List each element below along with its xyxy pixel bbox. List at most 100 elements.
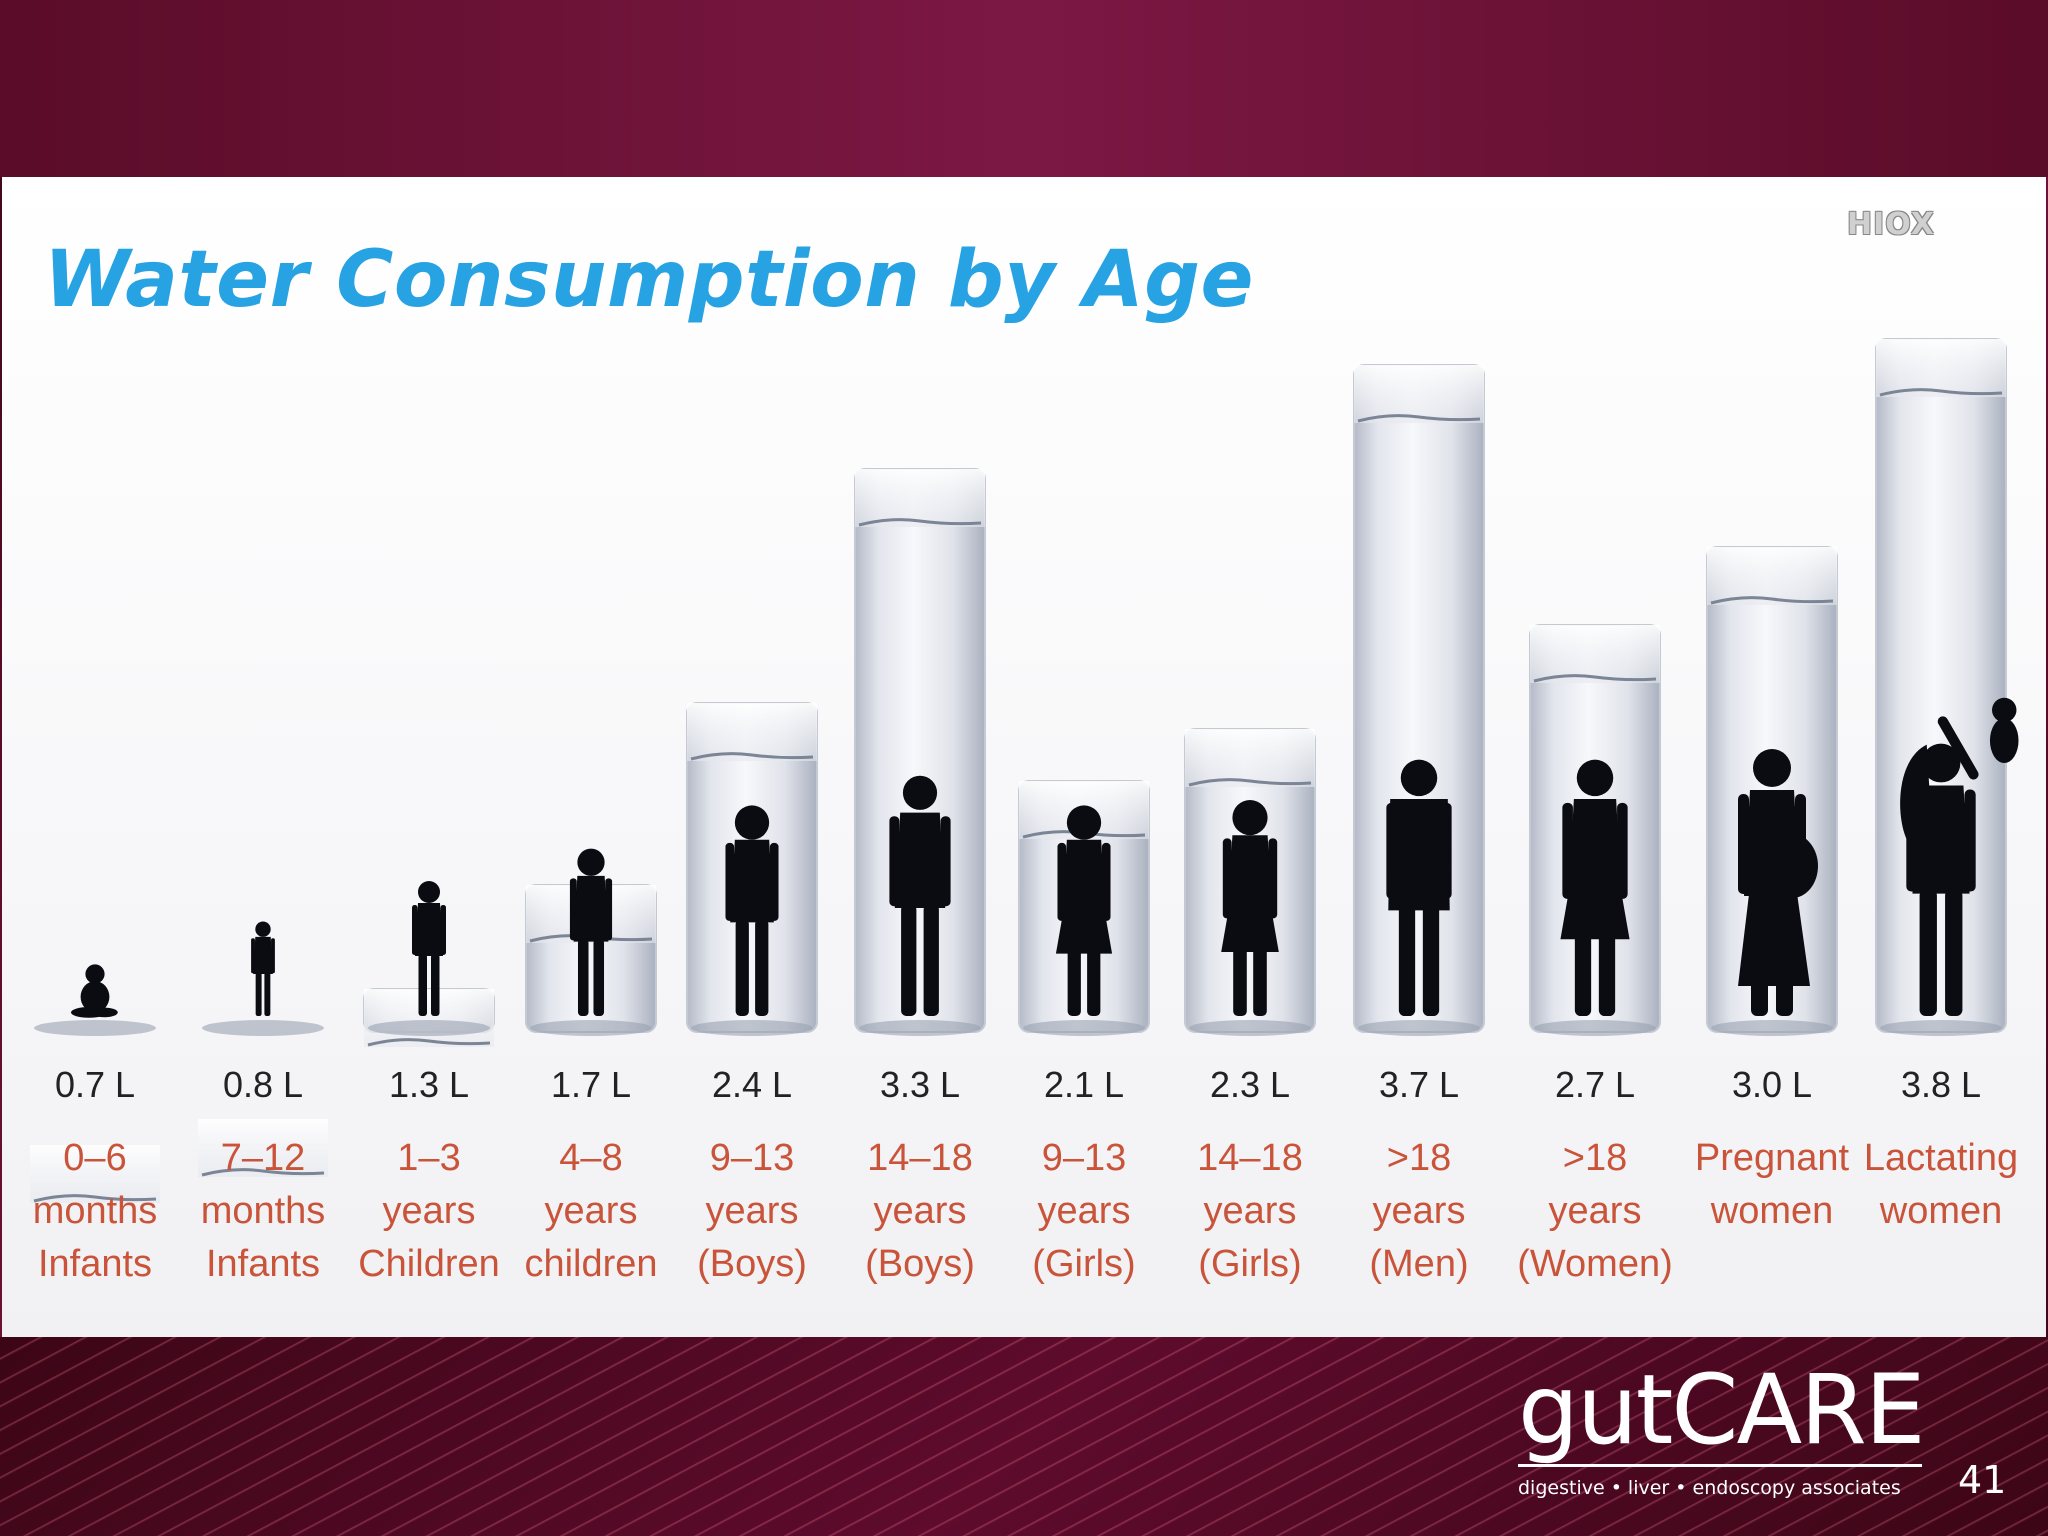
glass-bar [1529,624,1661,1036]
water-surface [201,1168,325,1177]
glass-base [1358,1020,1480,1036]
category-label: (Men) [1369,1243,1468,1285]
footer-band [0,1337,2048,1536]
category-label: 0–6 [63,1137,126,1179]
category-label: 1–3 [397,1137,460,1179]
glass-body [1353,364,1485,1033]
glass-bar [198,921,328,1177]
girl-icon [1055,805,1113,1016]
value-label: 3.3 L [880,1064,960,1105]
category-label: 4–8 [559,1137,622,1179]
category-label: (Women) [1517,1243,1673,1285]
value-label: 2.4 L [712,1064,792,1105]
category-label: years [383,1190,476,1232]
category-label: Infants [38,1243,152,1285]
category-label: Lactating [1864,1137,2018,1179]
teen-girl-icon [1221,800,1279,1016]
glass-rim [1530,625,1660,683]
glass-bar [363,881,495,1047]
glass-base [1711,1020,1833,1036]
glass-rim [1707,547,1837,605]
seated-baby-icon [71,964,118,1018]
value-label: 2.1 L [1044,1064,1124,1105]
category-label: 14–18 [867,1137,973,1179]
category-label: years [1549,1190,1642,1232]
category-label: 9–13 [710,1137,795,1179]
man-icon [1386,759,1452,1016]
category-label: (Boys) [865,1243,975,1285]
page-number: 41 [1958,1458,2007,1502]
glass-bar [1706,546,1838,1036]
glass-rim [1354,365,1484,423]
value-label: 3.0 L [1732,1064,1812,1105]
glass-bar [1353,364,1485,1036]
value-label: 2.3 L [1210,1064,1290,1105]
category-label: women [1710,1190,1834,1232]
glass-bar [854,468,986,1036]
glass-bar [1875,338,2019,1036]
category-label: years [1373,1190,1466,1232]
lactating-woman-icon [1900,697,2019,1016]
glass-body [854,468,986,1033]
glass-rim [1185,729,1315,787]
glass-base [1189,1020,1311,1036]
category-label: >18 [1387,1137,1451,1179]
water-surface [33,1194,157,1203]
category-label: >18 [1563,1137,1627,1179]
water-surface [1188,778,1312,787]
glass-base [1880,1020,2002,1036]
brand-logo: gutCARE digestive • liver • endoscopy as… [1518,1354,1925,1499]
category-label: children [524,1243,657,1285]
category-label: Infants [206,1243,320,1285]
water-surface [1533,674,1657,683]
value-label: 3.8 L [1901,1064,1981,1105]
category-label: (Girls) [1198,1243,1301,1285]
teen-boy-icon [889,775,951,1016]
chart-title: Water Consumption by Age [44,235,1254,325]
category-label: years [874,1190,967,1232]
category-label: 7–12 [221,1137,306,1179]
glass-rim [364,989,494,1047]
category-label: 9–13 [1042,1137,1127,1179]
brand-name: gutCARE [1518,1354,1925,1466]
glass-base [368,1020,490,1036]
value-label: 0.8 L [223,1064,303,1105]
value-label: 1.7 L [551,1064,631,1105]
woman-icon [1560,759,1630,1016]
pregnant-woman-icon [1738,749,1818,1016]
glass-base [34,1020,156,1036]
value-label: 3.7 L [1379,1064,1459,1105]
water-surface [367,1038,491,1047]
category-label: Children [358,1243,500,1285]
glass-bar [30,964,160,1203]
water-surface [1879,388,2003,397]
water-surface [1357,414,1481,423]
watermark-logo: HIOX [1847,207,1935,242]
glass-bar [525,848,657,1036]
child-icon [569,848,613,1016]
glass-base [202,1020,324,1036]
glass-bar [686,702,818,1036]
category-label: years [1204,1190,1297,1232]
water-surface [858,518,982,527]
boy-icon [725,805,779,1016]
category-label: (Boys) [697,1243,807,1285]
category-label: 14–18 [1197,1137,1303,1179]
glass-rim [855,469,985,527]
chart-panel: Water Consumption by Age HIOX 0.7 L 0–6 mo… [2,177,2046,1337]
category-label: Pregnant [1695,1137,1850,1179]
water-surface [1710,596,1834,605]
glass-base [691,1020,813,1036]
category-label: (Girls) [1032,1243,1135,1285]
value-label: 1.3 L [389,1064,469,1105]
category-label: years [545,1190,638,1232]
header-band [0,0,2048,177]
brand-underline [1518,1464,1922,1467]
brand-tagline: digestive • liver • endoscopy associates [1518,1477,1901,1499]
glass-rim [30,1145,160,1203]
glass-bar [1018,780,1150,1036]
value-label: 0.7 L [55,1064,135,1105]
glass-base [1023,1020,1145,1036]
glass-rim [198,1119,328,1177]
category-label: months [201,1190,326,1232]
